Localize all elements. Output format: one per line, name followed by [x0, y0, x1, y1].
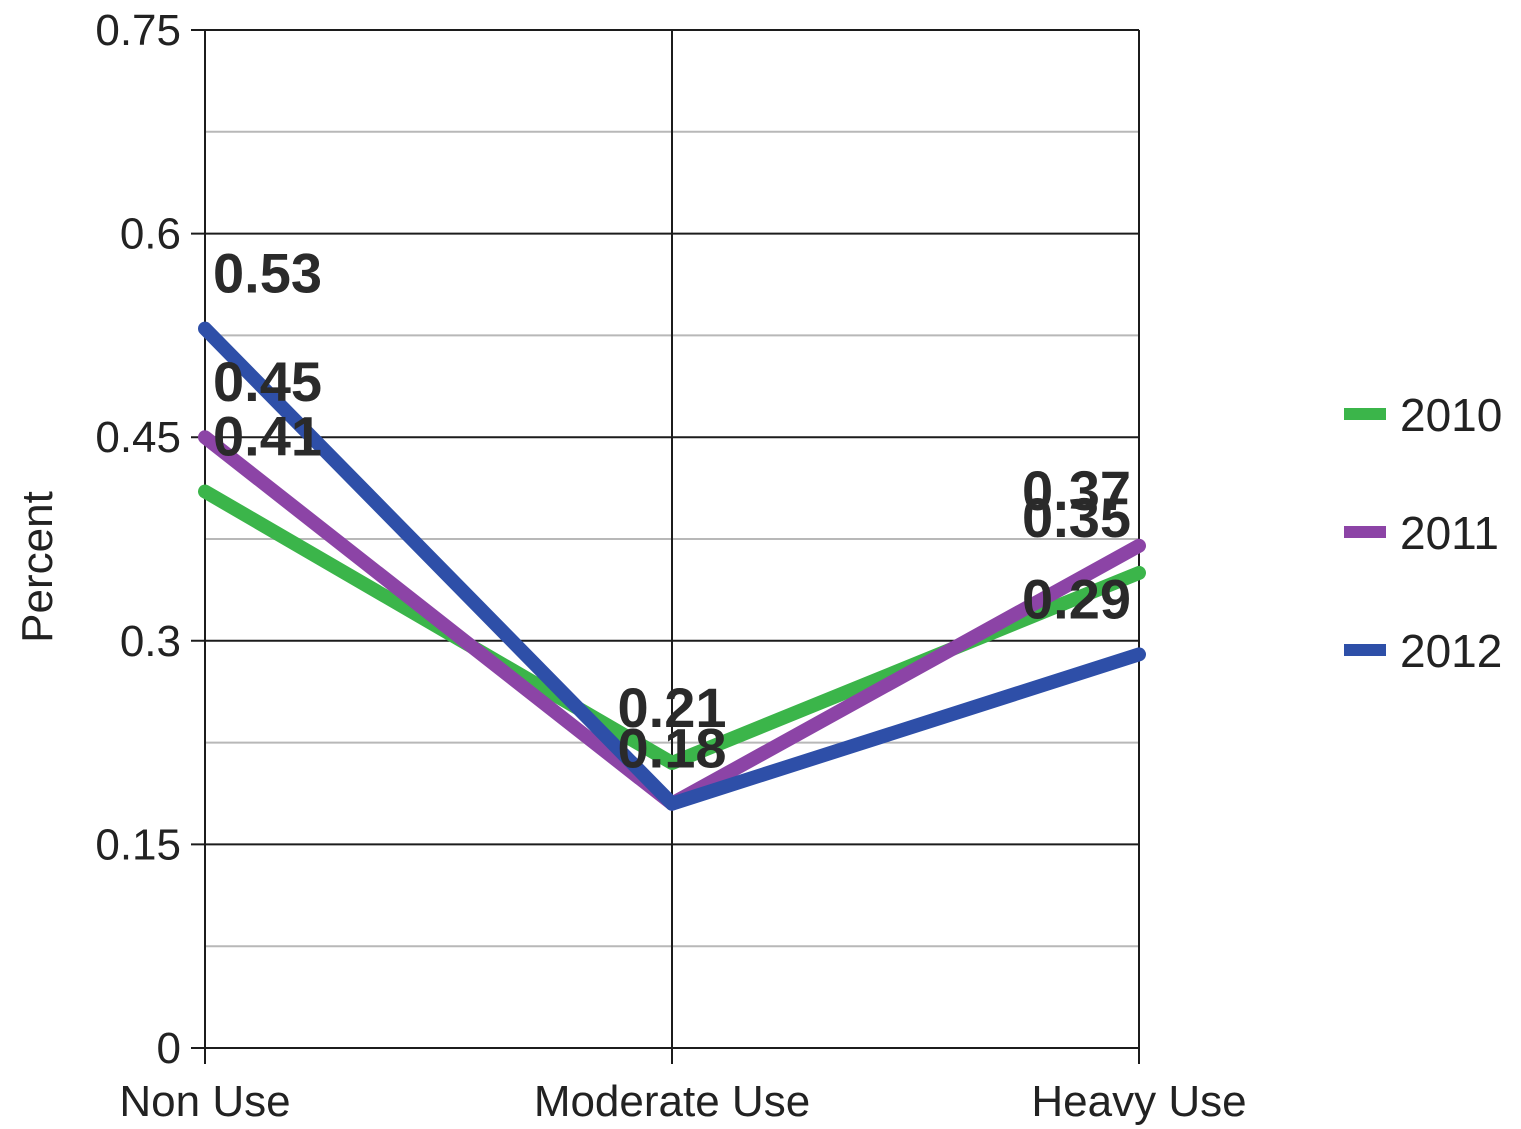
y-tick-label: 0.6 — [120, 210, 181, 259]
data-label: 0.29 — [1022, 567, 1131, 630]
data-label: 0.53 — [213, 242, 322, 305]
y-tick-label: 0.15 — [95, 820, 181, 869]
legend: 2010 2011 2012 — [1344, 389, 1502, 677]
y-axis-title: Percent — [13, 491, 62, 643]
data-label: 0.21 — [618, 676, 727, 739]
axis-layer: 0 0.15 0.3 0.45 0.6 0.75 Non Use Moderate Use He… — [95, 6, 1246, 1126]
grid-layer — [191, 29, 1140, 1064]
y-tick-label: 0.3 — [120, 617, 181, 666]
data-label: 0.41 — [213, 404, 322, 467]
y-tick-label: 0.45 — [95, 413, 181, 462]
data-label: 0.18 — [618, 717, 727, 780]
y-tick-label: 0.75 — [95, 6, 181, 55]
series-line-2012 — [198, 321, 1146, 811]
x-category-label: Moderate Use — [534, 1077, 810, 1126]
data-label: 0.37 — [1022, 459, 1131, 522]
y-tick-label: 0 — [157, 1024, 181, 1073]
data-label: 0.45 — [213, 350, 322, 413]
x-category-label: Heavy Use — [1031, 1077, 1246, 1126]
data-label: 0.35 — [1022, 486, 1131, 549]
series-layer — [198, 321, 1146, 811]
legend-label-2012: 2012 — [1400, 625, 1502, 677]
data-label-layer: 0.41 0.21 0.35 0.45 0.37 0.53 0.18 0.29 — [213, 242, 1131, 780]
legend-label-2011: 2011 — [1400, 507, 1499, 559]
x-category-label: Non Use — [119, 1077, 290, 1126]
legend-label-2010: 2010 — [1400, 389, 1502, 441]
